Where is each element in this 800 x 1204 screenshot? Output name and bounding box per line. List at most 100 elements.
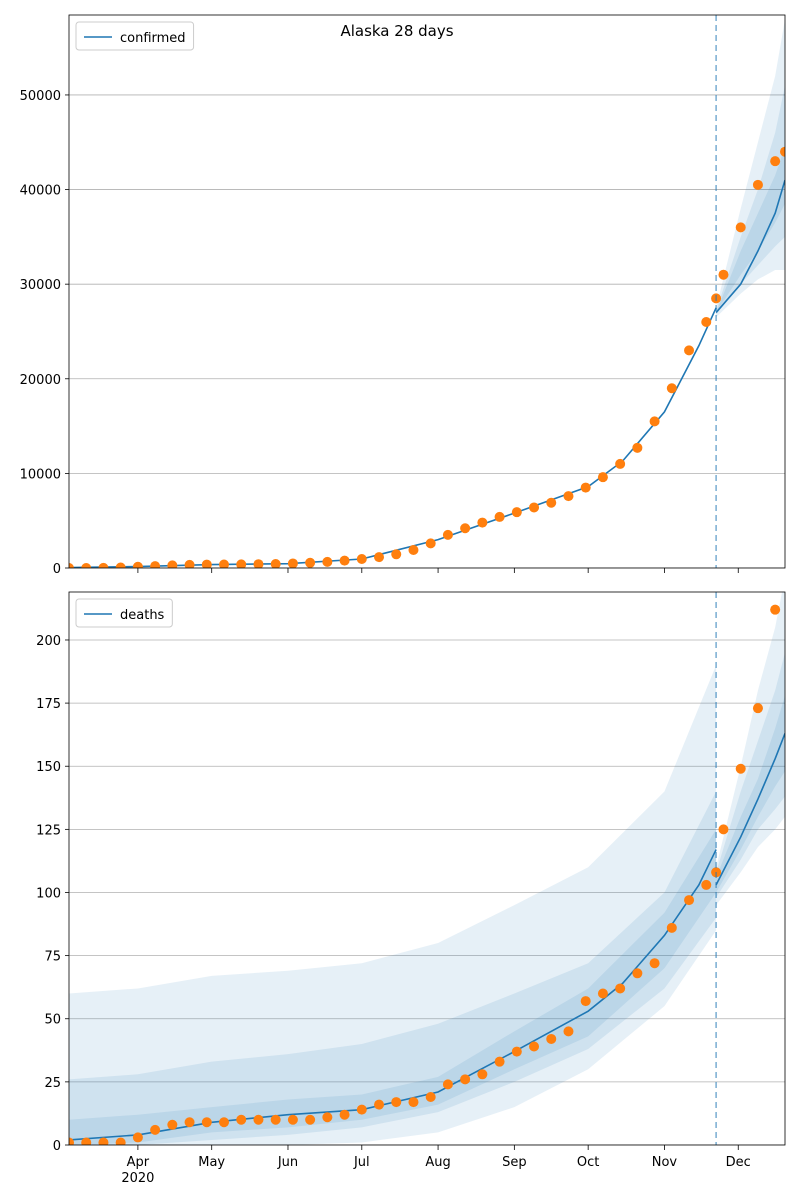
confidence-band — [69, 665, 717, 1145]
observed-point — [770, 156, 781, 167]
observed-point — [115, 562, 126, 568]
observed-point — [666, 383, 677, 394]
confidence-band — [716, 652, 785, 898]
axes-frame — [68, 591, 786, 1146]
observed-point — [780, 146, 785, 157]
observed-point — [69, 563, 74, 568]
observed-point — [701, 879, 712, 890]
observed-point — [356, 554, 367, 565]
chart-title: Alaska 28 days — [340, 22, 453, 40]
y-tick-label: 20000 — [20, 373, 61, 388]
observed-point — [718, 824, 729, 835]
observed-point — [150, 561, 161, 568]
observed-point — [408, 1097, 419, 1108]
observed-point — [425, 538, 436, 549]
observed-point — [632, 968, 643, 979]
observed-point — [580, 482, 591, 493]
y-tick-label: 0 — [53, 562, 61, 577]
legend-box — [75, 598, 173, 628]
observed-point — [81, 1137, 92, 1145]
observed-point — [770, 604, 781, 615]
observed-point — [752, 703, 763, 714]
observed-point — [339, 1109, 350, 1120]
observed-point — [132, 561, 143, 568]
observed-point — [167, 1119, 178, 1130]
observed-point — [339, 555, 350, 566]
y-tick-label: 25 — [44, 1076, 61, 1091]
observed-point — [236, 559, 247, 568]
observed-point — [442, 1079, 453, 1090]
observed-point — [150, 1124, 161, 1135]
x-tick-label: Dec — [726, 1155, 751, 1170]
observed-point — [81, 563, 92, 568]
observed-point — [546, 497, 557, 508]
observed-point — [287, 1114, 298, 1125]
observed-point — [408, 545, 419, 556]
y-tick-label: 125 — [36, 823, 61, 838]
model-line — [715, 179, 785, 314]
observed-point — [752, 179, 763, 190]
observed-point — [563, 491, 574, 502]
observed-point — [649, 958, 660, 969]
observed-point — [374, 1099, 385, 1110]
x-tick-label: Jul — [353, 1155, 370, 1170]
y-tick-label: 40000 — [20, 184, 61, 199]
observed-point — [649, 416, 660, 427]
observed-point — [253, 559, 264, 568]
observed-point — [356, 1104, 367, 1115]
observed-point — [563, 1026, 574, 1037]
observed-point — [460, 523, 471, 534]
confidence-band — [716, 146, 785, 313]
confidence-band — [716, 695, 785, 893]
observed-point — [511, 507, 522, 518]
confidence-band — [69, 791, 717, 1145]
y-tick-label: 175 — [36, 697, 61, 712]
observed-point — [305, 1114, 316, 1125]
observed-point — [167, 560, 178, 568]
confidence-band — [716, 19, 785, 318]
x-tick-label: Oct — [577, 1155, 599, 1170]
observed-point — [391, 549, 402, 560]
observed-point — [477, 1069, 488, 1080]
observed-point — [287, 558, 298, 568]
observed-point — [322, 556, 333, 567]
observed-point — [219, 1117, 230, 1128]
observed-point — [735, 222, 746, 233]
legend-label: confirmed — [120, 31, 186, 46]
observed-point — [98, 562, 109, 568]
legend-box — [75, 21, 195, 51]
observed-point — [391, 1097, 402, 1108]
x-tick-label: Aug — [425, 1155, 450, 1170]
observed-point — [701, 317, 712, 328]
axes-frame — [68, 14, 786, 569]
y-tick-label: 150 — [36, 760, 61, 775]
observed-point — [374, 552, 385, 563]
observed-point — [270, 1114, 281, 1125]
x-tick-label: Nov — [652, 1155, 678, 1170]
plot-area — [69, 19, 785, 568]
observed-point — [477, 517, 488, 528]
observed-point — [236, 1114, 247, 1125]
observed-point — [460, 1074, 471, 1085]
y-tick-label: 10000 — [20, 467, 61, 482]
x-tick-sublabel: 2020 — [121, 1171, 154, 1186]
observed-point — [270, 559, 281, 568]
y-tick-label: 50 — [44, 1013, 61, 1028]
observed-point — [684, 345, 695, 356]
observed-point — [69, 1137, 74, 1145]
observed-point — [632, 442, 643, 453]
observed-point — [529, 1041, 540, 1052]
legend-label: deaths — [120, 608, 165, 623]
y-tick-label: 50000 — [20, 89, 61, 104]
observed-point — [615, 458, 626, 469]
observed-point — [580, 996, 591, 1007]
observed-point — [305, 557, 316, 568]
observed-point — [184, 1117, 195, 1128]
observed-point — [253, 1114, 264, 1125]
x-tick-label: Jun — [277, 1155, 298, 1170]
observed-point — [615, 983, 626, 994]
plot-area — [69, 592, 785, 1145]
y-tick-label: 200 — [36, 634, 61, 649]
observed-point — [98, 1137, 109, 1145]
